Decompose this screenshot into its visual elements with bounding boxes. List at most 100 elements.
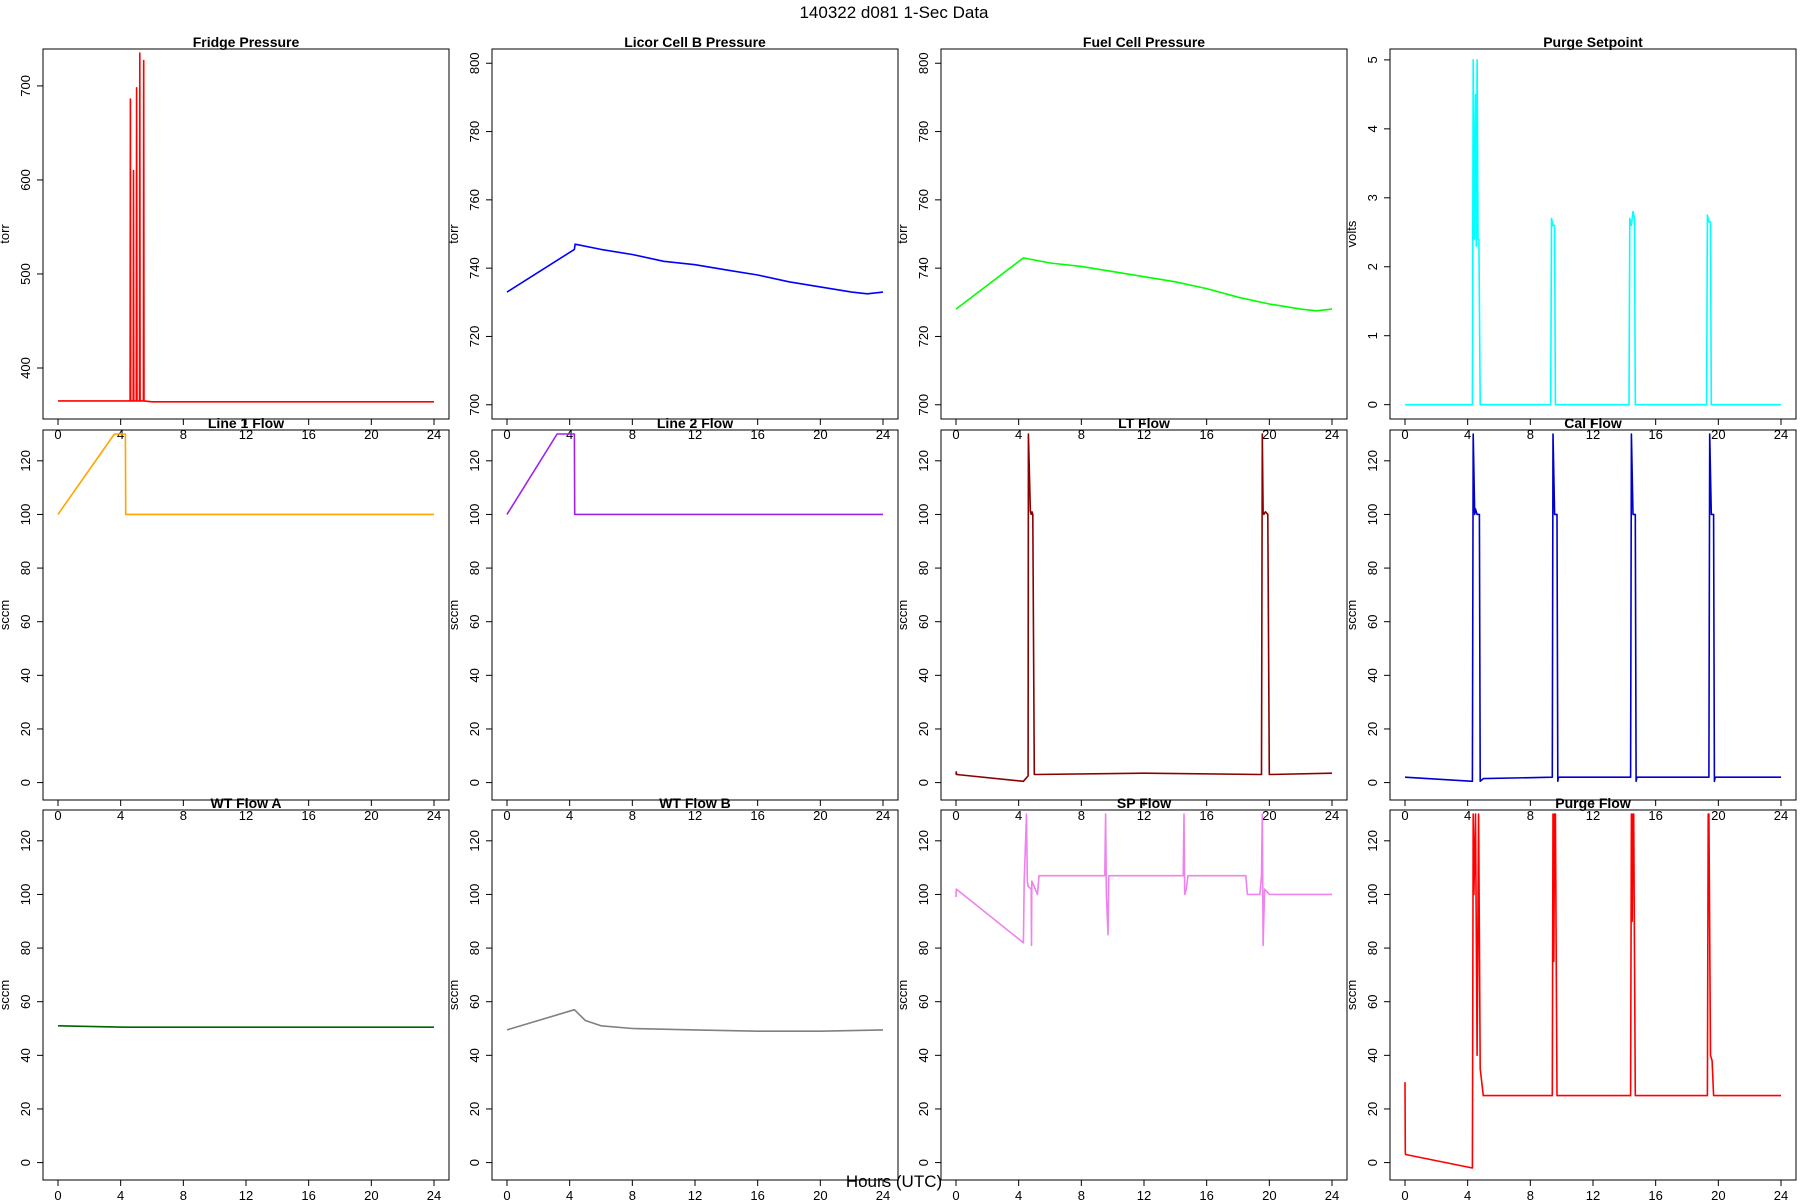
- y-tick-label: 0: [467, 779, 482, 786]
- x-tick-label: 16: [1648, 1188, 1662, 1200]
- x-tick-label: 20: [364, 1188, 378, 1200]
- x-tick-label: 24: [1325, 1188, 1339, 1200]
- x-tick-label: 8: [629, 808, 636, 823]
- y-tick-label: 720: [916, 326, 931, 348]
- x-tick-label: 16: [1648, 808, 1662, 823]
- x-tick-label: 8: [180, 1188, 187, 1200]
- y-tick-label: 40: [467, 1048, 482, 1062]
- plot-frame: [940, 48, 1348, 420]
- x-tick-label: 8: [180, 427, 187, 442]
- figure-title: 140322 d081 1-Sec Data: [799, 3, 989, 22]
- y-tick-label: 80: [467, 941, 482, 955]
- x-tick-label: 12: [239, 427, 253, 442]
- y-axis-label: sccm: [1344, 600, 1359, 630]
- y-tick-label: 800: [916, 52, 931, 74]
- x-tick-label: 24: [427, 427, 441, 442]
- y-tick-label: 2: [1365, 263, 1380, 270]
- x-tick-label: 16: [301, 427, 315, 442]
- series-line: [57, 1025, 434, 1028]
- x-tick-label: 16: [1199, 427, 1213, 442]
- y-tick-label: 0: [1365, 401, 1380, 408]
- panel-title: Fridge Pressure: [193, 34, 300, 50]
- panel-title: LT Flow: [1118, 415, 1170, 431]
- y-tick-label: 500: [18, 263, 33, 285]
- x-tick-label: 0: [503, 1188, 510, 1200]
- y-tick-label: 0: [467, 1159, 482, 1166]
- y-tick-label: 40: [467, 668, 482, 682]
- y-tick-label: 760: [916, 189, 931, 211]
- x-tick-label: 0: [54, 427, 61, 442]
- y-tick-label: 20: [467, 1102, 482, 1116]
- y-tick-label: 60: [467, 994, 482, 1008]
- x-tick-label: 20: [1711, 1188, 1725, 1200]
- x-tick-label: 0: [503, 808, 510, 823]
- x-tick-label: 16: [301, 808, 315, 823]
- y-tick-label: 740: [916, 257, 931, 279]
- x-tick-label: 4: [1015, 1188, 1022, 1200]
- x-tick-label: 16: [1199, 808, 1213, 823]
- y-tick-label: 20: [1365, 722, 1380, 736]
- y-axis-label: sccm: [895, 980, 910, 1010]
- y-tick-label: 100: [916, 504, 931, 526]
- x-tick-label: 12: [1586, 1188, 1600, 1200]
- plot-frame: [1389, 429, 1797, 801]
- y-tick-label: 0: [18, 779, 33, 786]
- panel-title: Fuel Cell Pressure: [1083, 34, 1205, 50]
- y-tick-label: 60: [1365, 994, 1380, 1008]
- y-tick-label: 80: [1365, 561, 1380, 575]
- x-tick-label: 8: [1527, 1188, 1534, 1200]
- y-tick-label: 120: [1365, 450, 1380, 472]
- x-tick-label: 0: [503, 427, 510, 442]
- y-tick-label: 5: [1365, 56, 1380, 63]
- y-tick-label: 80: [916, 941, 931, 955]
- y-tick-label: 100: [467, 504, 482, 526]
- y-tick-label: 20: [18, 1102, 33, 1116]
- y-tick-label: 780: [467, 121, 482, 143]
- y-tick-label: 40: [1365, 1048, 1380, 1062]
- x-tick-label: 12: [1586, 427, 1600, 442]
- y-tick-label: 80: [467, 561, 482, 575]
- panel-title: Licor Cell B Pressure: [624, 34, 766, 50]
- x-tick-label: 0: [54, 1188, 61, 1200]
- y-tick-label: 100: [1365, 504, 1380, 526]
- y-tick-label: 60: [18, 614, 33, 628]
- y-tick-label: 600: [18, 169, 33, 191]
- y-tick-label: 40: [916, 668, 931, 682]
- x-tick-label: 4: [1015, 808, 1022, 823]
- x-tick-label: 24: [1325, 427, 1339, 442]
- series-line: [1404, 813, 1781, 1169]
- plot-frame: [491, 429, 899, 801]
- x-tick-label: 24: [1774, 808, 1788, 823]
- y-tick-label: 20: [1365, 1102, 1380, 1116]
- y-tick-label: 60: [18, 994, 33, 1008]
- x-tick-label: 0: [952, 1188, 959, 1200]
- plot-frame: [940, 429, 1348, 801]
- panel-title: Purge Flow: [1555, 795, 1631, 811]
- panel-title: SP Flow: [1117, 795, 1171, 811]
- y-tick-label: 0: [916, 1159, 931, 1166]
- x-tick-label: 4: [117, 808, 124, 823]
- x-tick-label: 16: [301, 1188, 315, 1200]
- y-tick-label: 100: [18, 504, 33, 526]
- y-tick-label: 40: [18, 668, 33, 682]
- x-axis-label: Hours (UTC): [846, 1172, 942, 1191]
- x-tick-label: 12: [1137, 1188, 1151, 1200]
- y-tick-label: 120: [916, 830, 931, 852]
- x-tick-label: 24: [1774, 427, 1788, 442]
- y-tick-label: 60: [1365, 614, 1380, 628]
- x-tick-label: 20: [1711, 427, 1725, 442]
- x-tick-label: 24: [876, 427, 890, 442]
- y-tick-label: 700: [916, 394, 931, 416]
- x-tick-label: 20: [813, 808, 827, 823]
- y-tick-label: 1: [1365, 332, 1380, 339]
- y-axis-label: torr: [446, 224, 461, 244]
- x-tick-label: 0: [1401, 1188, 1408, 1200]
- y-tick-label: 100: [916, 884, 931, 906]
- series-line: [955, 257, 1333, 312]
- y-tick-label: 80: [18, 941, 33, 955]
- y-tick-label: 20: [467, 722, 482, 736]
- x-tick-label: 24: [876, 1188, 890, 1200]
